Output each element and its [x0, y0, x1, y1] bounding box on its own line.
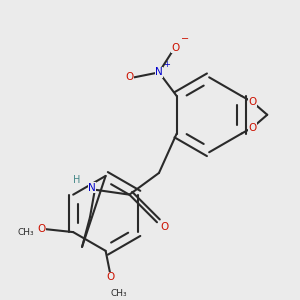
Text: O: O: [248, 97, 256, 107]
Text: O: O: [161, 222, 169, 232]
Text: O: O: [125, 72, 134, 82]
Text: +: +: [164, 60, 170, 69]
Text: H: H: [74, 175, 81, 185]
Text: O: O: [172, 43, 180, 53]
Text: N: N: [88, 183, 96, 193]
Text: O: O: [248, 123, 256, 133]
Text: O: O: [38, 224, 46, 234]
Text: N: N: [155, 68, 163, 77]
Text: O: O: [106, 272, 115, 283]
Text: CH₃: CH₃: [110, 289, 127, 298]
Text: CH₃: CH₃: [17, 228, 34, 237]
Text: −: −: [181, 34, 189, 44]
